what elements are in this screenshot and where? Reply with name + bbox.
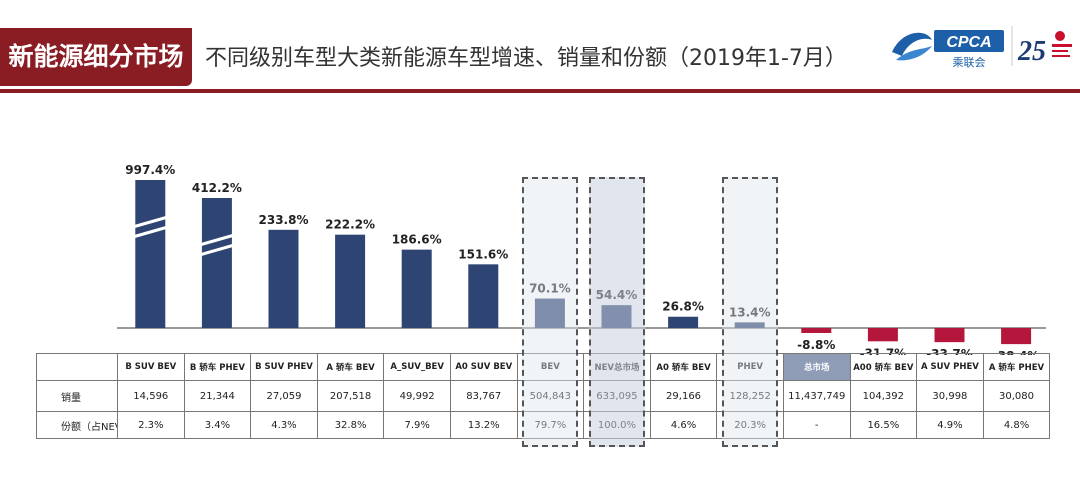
table-header-cell: A 轿车 BEV <box>316 353 385 381</box>
table-cell: 49,992 <box>383 380 451 412</box>
table-cell: 4.6% <box>649 411 718 439</box>
data-label-8: 26.8% <box>662 300 704 314</box>
anniversary-number: 25 <box>1017 36 1046 67</box>
cpca-logo: CPCA 乘联会 <box>892 30 1004 69</box>
table-corner-cell <box>36 353 118 381</box>
data-label-9: 13.4% <box>729 305 771 319</box>
data-label-6: 70.1% <box>529 282 571 296</box>
cpca-logo-text: CPCA <box>946 34 991 51</box>
table-cell: 13.2% <box>449 411 518 439</box>
table-header-cell: A_SUV_BEV <box>383 353 451 381</box>
table-header-cell: A0 轿车 BEV <box>649 353 718 381</box>
table-header-cell: B SUV BEV <box>117 353 185 381</box>
slide-title: 不同级别车型大类新能源车型增速、销量和份额（2019年1-7月） <box>205 46 847 71</box>
highlight-box <box>588 177 645 447</box>
data-label-1: 412.2% <box>192 181 242 195</box>
bar-6 <box>534 298 565 328</box>
table-cell: 7.9% <box>383 411 451 439</box>
table-cell: - <box>782 411 851 439</box>
data-label-10: -8.8% <box>797 338 835 352</box>
table-cell: 207,518 <box>316 380 385 412</box>
table-row-label: 份额（占NEV） <box>36 411 118 439</box>
data-label-0: 997.4% <box>125 163 175 177</box>
table-row: 销量 14,596 21,344 27,059 207,518 49,992 83,767 5… <box>36 380 1051 412</box>
table-cell: 20.3% <box>716 411 784 439</box>
header-rule <box>0 89 1080 93</box>
bar-13 <box>1001 328 1032 345</box>
table-cell: 4.3% <box>250 411 318 439</box>
table-cell: 83,767 <box>449 380 518 412</box>
bar-0 <box>135 180 166 328</box>
table-cell: 104,392 <box>849 380 918 412</box>
bar-1 <box>201 198 232 328</box>
bar-4 <box>401 249 432 328</box>
bar-9 <box>734 322 765 328</box>
anniversary-25-logo: 25 <box>1011 26 1072 67</box>
data-label-11: -31.7% <box>860 346 907 355</box>
growth-bar-chart: 997.4% 412.2% 233.8% 222.2% 186.6% 151.6% 70.1… <box>117 163 1046 355</box>
table-cell: 30,080 <box>982 380 1051 412</box>
slide-header: 新能源细分市场 不同级别车型大类新能源车型增速、销量和份额（2019年1-7月）… <box>0 0 1080 93</box>
bar-5 <box>468 264 499 328</box>
axis-break-mark <box>195 232 239 248</box>
sales-share-table: B SUV BEV B 轿车 PHEV B SUV PHEV A 轿车 BEV A_SU… <box>36 353 1051 439</box>
table-row-label: 销量 <box>36 380 118 412</box>
axis-break-mark <box>128 224 172 240</box>
table-header-cell: 总市场 <box>782 353 851 381</box>
table-cell: 14,596 <box>117 380 185 412</box>
table-cell: 29,166 <box>649 380 718 412</box>
table-header-cell: A 轿车 PHEV <box>982 353 1051 381</box>
bar-3 <box>335 234 366 328</box>
table-cell: 30,998 <box>916 380 984 412</box>
table-cell: 2.3% <box>117 411 185 439</box>
axis-break-mark <box>128 214 172 230</box>
bar-12 <box>934 328 965 343</box>
cpca-logo-subtext: 乘联会 <box>953 56 986 69</box>
table-cell: 21,344 <box>183 380 252 412</box>
table-header-cell: B 轿车 PHEV <box>183 353 252 381</box>
table-cell: 79.7% <box>516 411 585 439</box>
bar-2 <box>268 229 299 328</box>
table-row: 份额（占NEV）2.3%3.4%4.3%32.8%7.9%13.2%79.7% 1… <box>36 411 1051 439</box>
data-label-5: 151.6% <box>458 247 508 261</box>
data-label-2: 233.8% <box>259 213 309 227</box>
data-label-3: 222.2% <box>325 218 375 232</box>
highlight-box <box>721 177 778 447</box>
highlight-box <box>521 177 578 447</box>
table-cell: 32.8% <box>316 411 385 439</box>
bar-11 <box>867 328 898 342</box>
table-cell: 11,437,749 <box>782 380 851 412</box>
bar-10 <box>801 328 832 333</box>
table-header-cell: B SUV PHEV <box>250 353 318 381</box>
table-cell: 4.8% <box>982 411 1051 439</box>
table-cell: 4.9% <box>916 411 984 439</box>
table-cell: 27,059 <box>250 380 318 412</box>
table-cell: 16.5% <box>849 411 918 439</box>
table-header-cell: A SUV PHEV <box>916 353 984 381</box>
table-cell: 3.4% <box>183 411 252 439</box>
data-label-13: -38.4% <box>993 349 1040 355</box>
data-label-4: 186.6% <box>392 233 442 247</box>
data-label-12: -33.7% <box>926 347 973 355</box>
bar-8 <box>668 316 699 328</box>
section-tag: 新能源细分市场 <box>0 28 192 86</box>
table-header-cell: A0 SUV BEV <box>449 353 518 381</box>
table-header-cell: A00 轿车 BEV <box>849 353 918 381</box>
axis-break-mark <box>195 242 239 258</box>
